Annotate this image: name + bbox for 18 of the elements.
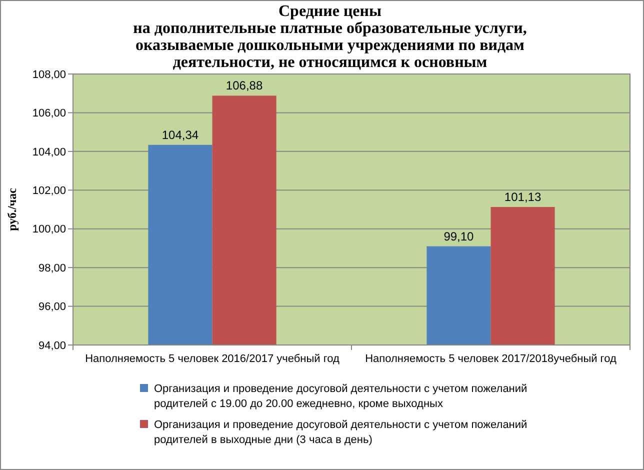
data-label: 106,88 [226,78,263,93]
data-label: 99,10 [444,229,474,244]
legend-label: Организация и проведение досуговой деятельности с учетом пожеланий родителей с 19.00 до 20.00 ежедневно, кроме выходных [154,383,528,410]
y-tick-label: 108,00 [32,68,66,81]
chart-title: Средние цены на дополнительные платные образовательные услуги, оказываемые дошкольными учреждениями по видам деятельности, не относящимся к основным [133,3,527,71]
y-tick-label: 96,00 [38,301,66,314]
x-tick-label: Наполняемость 5 человек 2017/2018учебный год [365,353,617,365]
y-tick-label: 94,00 [38,340,66,352]
y-tick-label: 100,00 [32,224,66,236]
legend-label: Организация и проведение досуговой деятельности с учетом пожеланий родителей в выходные дни (3 часа в день) [154,419,528,446]
y-tick-label: 106,00 [32,108,66,120]
x-tick-label: Наполняемость 5 человек 2016/2017 учебный год [85,353,340,365]
y-axis-title: руб./час [5,187,19,231]
y-tick-label: 98,00 [38,262,66,274]
y-tick-label: 102,00 [32,184,66,197]
data-label: 101,13 [504,190,542,204]
data-label: 104,34 [162,128,199,142]
y-tick-label: 104,00 [32,146,66,158]
